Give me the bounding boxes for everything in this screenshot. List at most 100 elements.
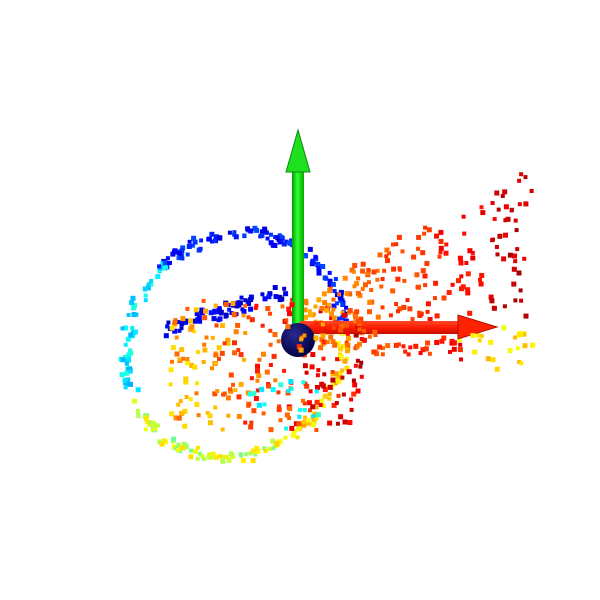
point-777 [517,178,522,183]
point-396 [240,307,245,312]
point-155 [119,372,125,378]
point-459 [253,306,258,310]
point-769 [325,340,330,344]
point-365 [163,333,169,339]
point-563 [261,351,266,357]
point-752 [420,268,426,274]
point-892 [327,288,333,294]
point-208 [128,332,134,338]
point-345 [199,307,205,313]
point-784 [379,284,384,289]
point-746 [497,233,503,239]
point-867 [457,338,462,343]
point-641 [174,351,180,357]
point-244 [178,253,184,259]
point-566 [289,302,295,308]
point-398 [248,297,254,302]
point-492 [319,381,325,387]
point-446 [309,364,315,370]
point-803 [424,261,430,266]
point-739 [494,245,499,249]
point-898 [472,349,478,355]
point-687 [470,250,475,255]
point-906 [514,228,519,233]
point-321 [320,264,326,269]
point-452 [202,342,207,347]
point-619 [212,391,218,397]
point-428 [315,373,320,378]
point-416 [349,397,354,402]
point-625 [355,323,361,329]
point-484 [184,395,189,399]
point-52 [206,237,211,242]
point-213 [213,454,219,460]
point-762 [451,346,457,352]
point-799 [521,331,527,337]
point-338 [342,343,348,349]
point-319 [310,259,316,265]
point-295 [336,378,342,384]
point-73 [311,419,317,425]
point-703 [438,245,444,251]
point-47 [126,357,132,363]
point-920 [422,273,428,279]
point-471 [286,306,292,312]
point-718 [480,210,486,216]
point-187 [180,245,186,251]
point-196 [198,451,202,456]
point-802 [478,277,482,282]
point-526 [341,392,346,397]
point-326 [132,329,138,335]
point-539 [232,340,237,346]
origin-sphere [281,323,315,357]
point-277 [319,398,325,404]
point-751 [443,250,449,256]
point-67 [193,449,198,454]
point-770 [451,340,457,346]
point-525 [236,394,242,400]
point-481 [282,368,287,373]
point-719 [362,282,368,288]
point-644 [177,357,182,362]
point-332 [277,240,282,245]
point-206 [327,270,332,275]
point-302 [191,235,197,241]
point-618 [318,403,323,407]
point-783 [517,360,522,364]
point-485 [361,337,367,343]
point-970 [262,402,267,407]
point-654 [375,268,380,273]
point-617 [243,420,248,425]
point-425 [183,379,189,385]
point-404 [165,324,170,329]
point-889 [423,225,428,230]
point-294 [192,239,198,245]
point-324 [271,446,276,451]
point-838 [384,254,389,259]
point-868 [470,333,476,339]
point-264 [244,452,249,457]
point-891 [318,345,324,351]
point-cloud-front-layer [170,189,527,432]
point-768 [529,189,534,193]
point-204 [295,435,300,440]
point-54 [331,303,337,309]
point-419 [280,304,285,309]
point-858 [519,172,524,177]
point-957 [390,288,396,294]
point-634 [318,309,323,314]
point-122 [281,241,287,247]
point-309 [166,261,171,266]
point-401 [198,319,203,324]
point-536 [248,424,254,430]
point-717 [496,207,501,212]
point-610 [249,317,255,323]
point-952 [470,255,476,261]
point-820 [354,309,360,315]
point-878 [357,293,363,299]
point-743 [407,306,413,312]
point-382 [177,320,182,325]
point-632 [174,335,179,340]
